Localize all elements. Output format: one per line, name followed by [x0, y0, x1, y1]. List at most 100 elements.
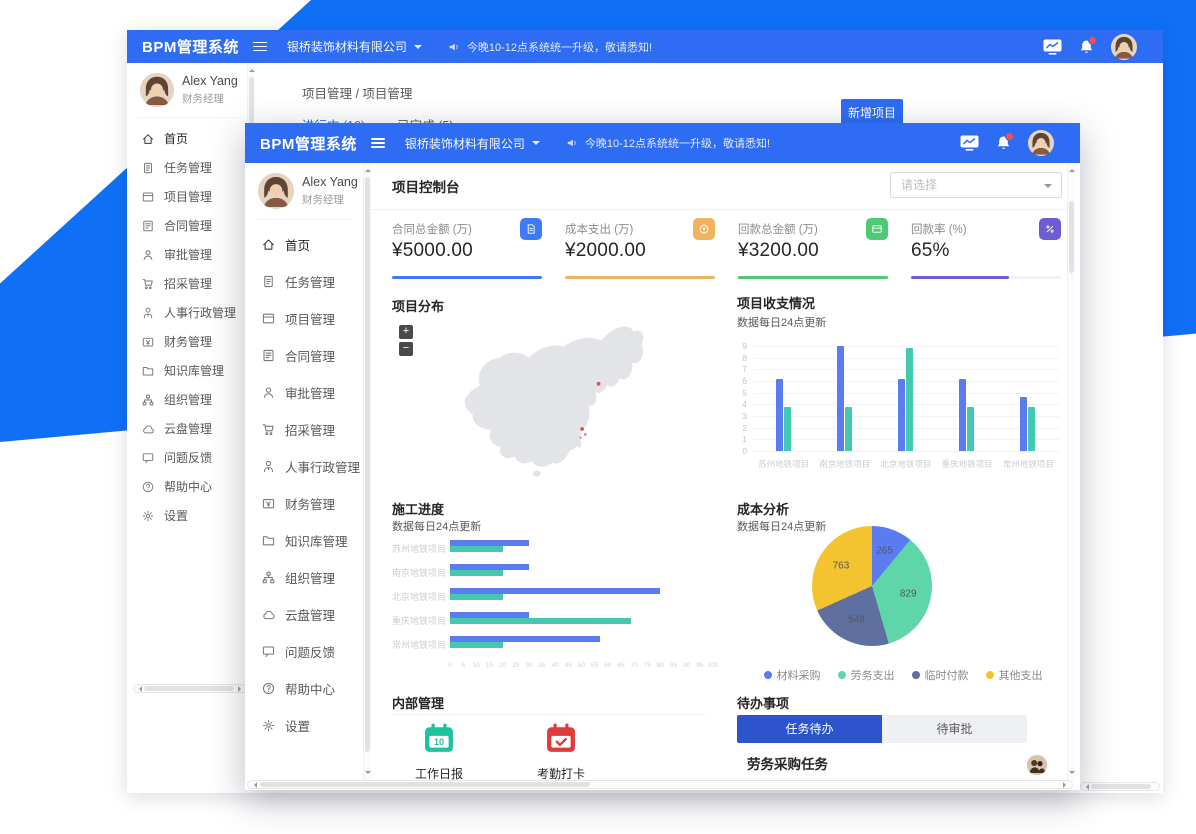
- x-axis-label: 常州地铁项目: [1002, 459, 1054, 469]
- x-axis-tick: 45: [564, 662, 572, 669]
- bar: [450, 618, 632, 624]
- user-role: 财务经理: [302, 194, 344, 206]
- map-marker: [596, 381, 601, 386]
- sidebar-item-organization[interactable]: 组织管理: [245, 559, 363, 596]
- header-actions: [1043, 33, 1163, 60]
- content-scrollbar[interactable]: [1067, 163, 1075, 780]
- add-project-button[interactable]: 新增项目: [841, 99, 903, 126]
- metric-progress-fill: [911, 276, 1009, 279]
- contract-icon: [143, 220, 153, 231]
- monitor-icon[interactable]: [1043, 39, 1062, 55]
- todo-tab-tasks[interactable]: 任务待办: [737, 715, 882, 743]
- user-card[interactable]: Alex Yang 财务经理: [127, 63, 247, 107]
- sidebar-item-label: 知识库管理: [285, 535, 348, 549]
- sidebar-item-contracts[interactable]: 合同管理: [245, 337, 363, 374]
- front-window-hscrollbar[interactable]: [247, 780, 1073, 789]
- chevron-down-icon: [531, 141, 540, 149]
- project-filter-select[interactable]: 请选择: [890, 172, 1062, 198]
- sidebar-item-finance[interactable]: 财务管理: [127, 327, 247, 356]
- bar: [450, 588, 661, 594]
- section-title-progress: 施工进度: [392, 502, 445, 517]
- cost-analysis-pie-chart: 265 829 548 763: [812, 526, 932, 646]
- sidebar-item-projects[interactable]: 项目管理: [127, 182, 247, 211]
- sidebar-item-hr-admin[interactable]: 人事行政管理: [245, 448, 363, 485]
- sidebar-item-settings[interactable]: 设置: [245, 707, 363, 744]
- sidebar-item-procurement[interactable]: 招采管理: [245, 411, 363, 448]
- x-axis-tick: 40: [551, 662, 559, 669]
- todo-item[interactable]: 劳务采购任务: [737, 750, 1063, 780]
- legend-item[interactable]: 其他支出: [985, 667, 1043, 683]
- sidebar-item-feedback[interactable]: 问题反馈: [127, 443, 247, 472]
- sidebar-item-label: 帮助中心: [285, 683, 336, 697]
- y-axis-tick: 4: [742, 399, 747, 410]
- app-shortcut-daily-report[interactable]: 10 工作日报: [387, 723, 491, 780]
- sidebar-item-organization[interactable]: 组织管理: [127, 385, 247, 414]
- announcement: 今晚10-12点系统统一升级，敬请悉知!: [566, 135, 770, 151]
- sidebar-item-tasks[interactable]: 任务管理: [127, 153, 247, 182]
- sidebar-item-label: 任务管理: [164, 161, 213, 175]
- pie-slice-value: 829: [899, 588, 917, 599]
- app-logo: BPM管理系统: [260, 135, 357, 153]
- y-axis-label: 常州地铁项目: [392, 640, 447, 650]
- sidebar-item-approvals[interactable]: 审批管理: [127, 240, 247, 269]
- project-icon: [142, 191, 154, 202]
- app-shortcut-attendance[interactable]: 考勤打卡: [509, 723, 613, 780]
- back-sidebar-hscrollbar[interactable]: [133, 684, 247, 693]
- sidebar-item-cloud-disk[interactable]: 云盘管理: [245, 596, 363, 633]
- sidebar-item-projects[interactable]: 项目管理: [245, 300, 363, 337]
- notification-badge: [1088, 35, 1097, 45]
- monitor-icon[interactable]: [960, 135, 979, 151]
- sidebar-item-procurement[interactable]: 招采管理: [127, 269, 247, 298]
- back-header: BPM管理系统 银桥装饰材料有限公司 今晚10-12点系统统一升级，敬请悉知!: [127, 30, 1163, 63]
- x-axis-label: 苏州地铁项目: [758, 459, 810, 469]
- section-title-income: 项目收支情况: [737, 296, 816, 311]
- back-window-hscrollbar[interactable]: [1080, 782, 1160, 791]
- sidebar-item-home[interactable]: 首页: [127, 124, 247, 153]
- legend-item[interactable]: 材料采购: [763, 667, 821, 683]
- y-axis-label: 南京地铁项目: [392, 568, 447, 578]
- menu-toggle-icon[interactable]: [370, 135, 385, 150]
- sidebar-item-feedback[interactable]: 问题反馈: [245, 633, 363, 670]
- legend-item[interactable]: 临时付款: [911, 667, 969, 683]
- sidebar-item-knowledge[interactable]: 知识库管理: [127, 356, 247, 385]
- pie-slice-value: 265: [876, 545, 893, 557]
- sidebar-item-hr-admin[interactable]: 人事行政管理: [127, 298, 247, 327]
- legend-label: 临时付款: [924, 670, 969, 682]
- legend-dot: [763, 671, 772, 679]
- zoom-out-button[interactable]: −: [399, 342, 413, 356]
- sidebar-item-help-center[interactable]: 帮助中心: [127, 472, 247, 501]
- bar: [844, 406, 852, 451]
- notifications-button[interactable]: [1079, 35, 1097, 55]
- user-card[interactable]: Alex Yang 财务经理: [245, 163, 363, 209]
- sidebar-item-approvals[interactable]: 审批管理: [245, 374, 363, 411]
- menu-toggle-icon[interactable]: [252, 39, 267, 54]
- company-selector[interactable]: 银桥装饰材料有限公司: [287, 38, 422, 55]
- metric-value: ¥3200.00: [738, 240, 819, 261]
- sidebar-item-settings[interactable]: 设置: [127, 501, 247, 530]
- company-selector[interactable]: 银桥装饰材料有限公司: [405, 135, 540, 152]
- sidebar-item-finance[interactable]: 财务管理: [245, 485, 363, 522]
- breadcrumb[interactable]: 项目管理 / 项目管理: [302, 87, 413, 101]
- bar: [450, 546, 503, 552]
- sidebar-item-home[interactable]: 首页: [245, 226, 363, 263]
- zoom-in-button[interactable]: +: [399, 325, 413, 339]
- user-avatar[interactable]: [1028, 130, 1054, 156]
- front-header: BPM管理系统 银桥装饰材料有限公司 今晚10-12点系统统一升级，敬请悉知!: [245, 123, 1080, 163]
- sidebar-item-contracts[interactable]: 合同管理: [127, 211, 247, 240]
- legend-item[interactable]: 劳务支出: [837, 667, 895, 683]
- pie-slice-value: 548: [848, 614, 865, 626]
- front-sidebar-scrollbar[interactable]: [363, 163, 371, 780]
- todo-tab-approvals[interactable]: 待审批: [882, 715, 1027, 743]
- y-axis-tick: 2: [742, 422, 747, 433]
- sidebar-item-knowledge[interactable]: 知识库管理: [245, 522, 363, 559]
- sidebar-item-cloud-disk[interactable]: 云盘管理: [127, 414, 247, 443]
- sidebar-item-help-center[interactable]: 帮助中心: [245, 670, 363, 707]
- announcement: 今晚10-12点系统统一升级，敬请悉知!: [448, 39, 652, 55]
- sidebar-item-tasks[interactable]: 任务管理: [245, 263, 363, 300]
- bar: [450, 636, 600, 642]
- notifications-button[interactable]: [996, 132, 1014, 151]
- svg-text:10: 10: [434, 737, 444, 747]
- map-marker: [579, 436, 582, 439]
- x-axis-label: 重庆地铁项目: [941, 459, 993, 469]
- user-avatar[interactable]: [1111, 33, 1137, 60]
